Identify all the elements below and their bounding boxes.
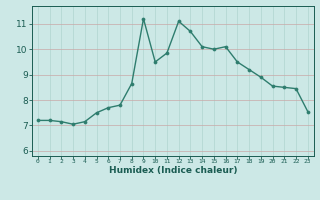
X-axis label: Humidex (Indice chaleur): Humidex (Indice chaleur) [108, 166, 237, 175]
